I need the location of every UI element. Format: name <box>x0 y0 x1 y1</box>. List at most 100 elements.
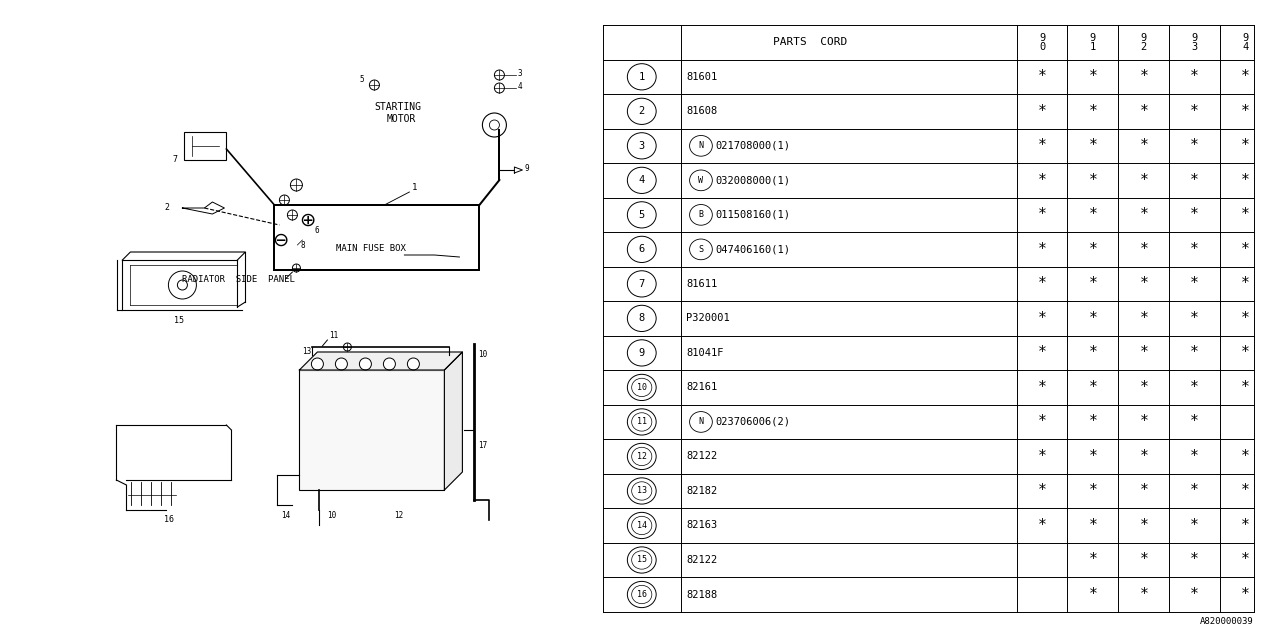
Text: B: B <box>699 211 704 220</box>
Text: 9: 9 <box>1039 33 1046 43</box>
Text: *: * <box>1242 483 1249 499</box>
Text: *: * <box>1038 380 1046 395</box>
Text: 7: 7 <box>639 279 645 289</box>
Text: *: * <box>1242 207 1249 222</box>
Circle shape <box>360 358 371 370</box>
Text: *: * <box>1038 483 1046 499</box>
Text: 0: 0 <box>1039 42 1046 52</box>
Text: 7: 7 <box>173 155 178 164</box>
Text: PARTS  CORD: PARTS CORD <box>773 37 847 47</box>
Text: ⊕: ⊕ <box>300 211 316 230</box>
Text: 82161: 82161 <box>686 383 718 392</box>
Text: 3: 3 <box>639 141 645 151</box>
Circle shape <box>335 358 347 370</box>
Text: 82122: 82122 <box>686 451 718 461</box>
Text: *: * <box>1088 207 1097 222</box>
Text: 9: 9 <box>1089 33 1096 43</box>
Text: *: * <box>1139 104 1148 119</box>
Text: 10: 10 <box>328 511 337 520</box>
Text: *: * <box>1139 380 1148 395</box>
Bar <box>184 132 227 160</box>
Text: 021708000(1): 021708000(1) <box>716 141 791 151</box>
Text: 82188: 82188 <box>686 589 718 600</box>
Text: 2: 2 <box>1140 42 1147 52</box>
Text: *: * <box>1088 483 1097 499</box>
Text: 81611: 81611 <box>686 279 718 289</box>
Text: *: * <box>1038 207 1046 222</box>
Text: *: * <box>1139 449 1148 464</box>
Text: *: * <box>1088 173 1097 188</box>
Text: *: * <box>1139 311 1148 326</box>
Text: 13: 13 <box>302 347 311 356</box>
Text: *: * <box>1088 276 1097 291</box>
Text: *: * <box>1190 311 1199 326</box>
Text: 81601: 81601 <box>686 72 718 82</box>
Text: *: * <box>1038 242 1046 257</box>
Text: 16: 16 <box>636 590 646 599</box>
Text: 82182: 82182 <box>686 486 718 496</box>
Text: *: * <box>1242 69 1249 84</box>
Text: *: * <box>1190 346 1199 360</box>
Text: 8: 8 <box>639 314 645 323</box>
Bar <box>300 370 444 490</box>
Text: 9: 9 <box>1140 33 1147 43</box>
Text: *: * <box>1190 138 1199 154</box>
Text: 032008000(1): 032008000(1) <box>716 175 791 186</box>
Text: *: * <box>1190 207 1199 222</box>
Text: *: * <box>1242 242 1249 257</box>
Text: *: * <box>1242 552 1249 568</box>
Text: *: * <box>1190 380 1199 395</box>
Text: 82122: 82122 <box>686 555 718 565</box>
Text: *: * <box>1242 276 1249 291</box>
Text: *: * <box>1038 449 1046 464</box>
Text: *: * <box>1038 518 1046 533</box>
Text: P320001: P320001 <box>686 314 730 323</box>
Text: *: * <box>1139 138 1148 154</box>
Text: 15: 15 <box>174 316 184 325</box>
Text: *: * <box>1190 587 1199 602</box>
Text: *: * <box>1088 346 1097 360</box>
Text: 11: 11 <box>636 417 646 426</box>
Text: *: * <box>1088 380 1097 395</box>
Text: *: * <box>1088 311 1097 326</box>
Text: 1: 1 <box>1089 42 1096 52</box>
Polygon shape <box>444 352 462 490</box>
Circle shape <box>311 358 324 370</box>
Text: *: * <box>1088 449 1097 464</box>
Text: *: * <box>1038 276 1046 291</box>
Text: *: * <box>1038 311 1046 326</box>
Text: *: * <box>1190 276 1199 291</box>
Text: *: * <box>1038 415 1046 429</box>
Circle shape <box>384 358 396 370</box>
Text: 10: 10 <box>479 350 488 359</box>
Text: *: * <box>1038 138 1046 154</box>
Text: 13: 13 <box>636 486 646 495</box>
Text: *: * <box>1242 449 1249 464</box>
Text: *: * <box>1088 587 1097 602</box>
Text: *: * <box>1242 518 1249 533</box>
Text: *: * <box>1088 552 1097 568</box>
Text: 3: 3 <box>517 69 522 78</box>
Text: *: * <box>1088 415 1097 429</box>
Text: 15: 15 <box>636 556 646 564</box>
Text: 4: 4 <box>639 175 645 186</box>
Text: *: * <box>1190 69 1199 84</box>
Text: 6: 6 <box>639 244 645 254</box>
Text: *: * <box>1190 518 1199 533</box>
Text: *: * <box>1139 346 1148 360</box>
Text: 2: 2 <box>164 203 169 212</box>
Text: *: * <box>1190 483 1199 499</box>
Text: *: * <box>1190 173 1199 188</box>
Circle shape <box>407 358 420 370</box>
Text: 6: 6 <box>315 226 319 235</box>
Text: 1: 1 <box>411 183 417 192</box>
Text: *: * <box>1139 207 1148 222</box>
Text: 011508160(1): 011508160(1) <box>716 210 791 220</box>
Text: RADIATOR  SIDE  PANEL: RADIATOR SIDE PANEL <box>183 275 296 284</box>
Text: *: * <box>1139 276 1148 291</box>
Text: 14: 14 <box>636 521 646 530</box>
Text: A820000039: A820000039 <box>1201 617 1254 626</box>
Text: *: * <box>1088 138 1097 154</box>
Text: MOTOR: MOTOR <box>387 114 416 124</box>
Text: *: * <box>1242 173 1249 188</box>
